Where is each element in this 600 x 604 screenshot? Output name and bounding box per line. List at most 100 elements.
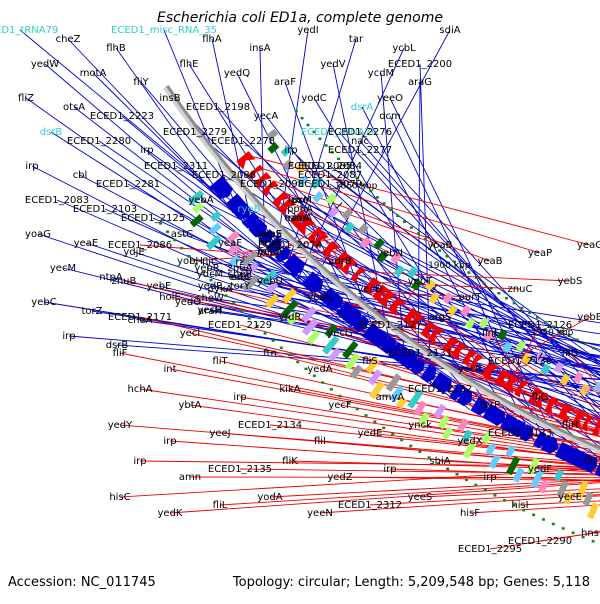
- inner-tick-dot: [482, 282, 485, 285]
- outer-tick-dot: [455, 473, 458, 476]
- inner-tick-dot: [536, 316, 539, 319]
- inner-tick-dot: [445, 255, 448, 258]
- gene-label-znuc: znuC: [508, 284, 533, 295]
- gene-label-flil: fliL: [213, 500, 228, 511]
- gene-label-yeca: yecA: [254, 111, 279, 122]
- gene-label-hisc: hisC: [109, 492, 130, 503]
- gene-label-insa: insA: [249, 43, 270, 54]
- gene-label-eced1-2130: ECED1_2130: [488, 356, 552, 367]
- label-leader-line: [380, 283, 520, 289]
- gene-label-eced1-2200: ECED1_2200: [388, 59, 452, 70]
- gene-label-fliz: fliZ: [18, 93, 34, 104]
- gene-label-dsra: dsrA: [351, 102, 374, 113]
- bp-tick-mark: [337, 203, 343, 209]
- gene-label-flij: fliJ: [584, 456, 596, 467]
- gene-label-yedf: yedF: [528, 464, 552, 475]
- gene-label-eced1-2133: ECED1_2133: [488, 428, 552, 439]
- gene-label-dcm: dcm: [379, 111, 401, 122]
- gene-label-flit: fliT: [212, 356, 228, 367]
- gene-label-hisi: hisI: [511, 500, 528, 511]
- gene-label-kika: kikA: [279, 384, 300, 395]
- outer-tick-dot: [562, 527, 565, 530]
- gene-label-irp: irp: [133, 456, 146, 467]
- gene-label-amya: amyA: [376, 392, 405, 403]
- inner-tick-dot: [295, 110, 298, 113]
- gene-label-sdia: sdiA: [439, 25, 460, 36]
- feature-color-bar: [210, 210, 222, 221]
- gene-label-flid: fliD: [562, 348, 579, 359]
- gene-label-yedx: yedX: [457, 436, 482, 447]
- outer-tick-dot: [330, 388, 333, 391]
- gene-label-araf: araF: [274, 77, 296, 88]
- gene-label-flic: fliC: [202, 257, 218, 268]
- gene-label-eced1-2198: ECED1_2198: [186, 102, 250, 113]
- outer-tick-dot: [272, 339, 275, 342]
- gene-label-ydcm: ydcM: [197, 269, 223, 280]
- feature-color-bar: [485, 443, 496, 456]
- gene-label-chez: cheZ: [56, 34, 81, 45]
- outer-tick-dot: [400, 439, 403, 442]
- gene-label-eced1-2098: ECED1_2098: [240, 179, 304, 190]
- label-leader-line: [140, 389, 600, 507]
- gene-label-yebt: yebT: [408, 276, 433, 287]
- gene-label-yech: yecH: [197, 305, 222, 316]
- gene-label-purt: purT: [459, 292, 483, 303]
- gene-label-irp: irp: [62, 331, 75, 342]
- gene-label-znub: znuB: [112, 276, 137, 287]
- gene-label-fliy: fliY: [133, 77, 149, 88]
- feature-color-bar: [190, 214, 204, 227]
- gene-label-eced1-2171: ECED1_2171: [108, 312, 172, 323]
- feature-color-bar: [583, 491, 594, 506]
- outer-tick-dot: [338, 395, 341, 398]
- inner-tick-dot: [376, 196, 379, 199]
- gene-label-ryea: ryeA: [228, 248, 251, 259]
- gene-label-eced1-2125: ECED1_2125: [121, 213, 185, 224]
- gene-label-irp: irp: [233, 392, 246, 403]
- gene-label-int: int: [163, 364, 176, 375]
- map-title: Escherichia coli ED1a, complete genome: [0, 10, 600, 26]
- gene-label-ftn: ftn: [263, 348, 277, 359]
- gene-label-eced1-2129: ECED1_2129: [208, 320, 272, 331]
- inner-tick-dot: [301, 117, 304, 120]
- gene-label-eced1-2134: ECED1_2134: [238, 420, 302, 431]
- outer-tick-dot: [232, 302, 235, 305]
- outer-tick-dot: [365, 414, 368, 417]
- gene-label-tyrp: tyrP: [480, 400, 500, 411]
- gene-label-yebn: yebN: [377, 248, 403, 259]
- gene-label-eced1-2280: ECED1_2280: [67, 136, 131, 147]
- gene-label-asps: aspS: [258, 229, 282, 240]
- gene-label-cbl: cbl: [73, 170, 88, 181]
- gene-label-shia: shiA: [429, 456, 450, 467]
- gene-label-eced1-trna79: ECED1_tRNA79: [0, 25, 58, 36]
- gene-label-lint: lint: [482, 328, 498, 339]
- gene-label-eced1-2223: ECED1_2223: [90, 111, 154, 122]
- gene-label-eced1-2278: ECED1_2278: [211, 136, 275, 147]
- inner-tick-dot: [490, 287, 493, 290]
- gene-label-yedw: yedW: [31, 59, 59, 70]
- inner-tick-dot: [576, 338, 579, 341]
- gene-label-flif: fliF: [113, 348, 128, 359]
- gene-label-hcha: hchA: [127, 384, 152, 395]
- outer-tick-dot: [264, 332, 267, 335]
- outer-tick-dot: [446, 468, 449, 471]
- gene-label-eced1-2276: ECED1_2276: [328, 127, 392, 138]
- inner-tick-dot: [410, 226, 413, 229]
- outer-tick-dot: [321, 381, 324, 384]
- gene-label-eced1-2135: ECED1_2135: [208, 464, 272, 475]
- gene-label-insb: insB: [159, 93, 180, 104]
- gene-label-yeae: yeaE: [74, 238, 99, 249]
- gene-label-flik: fliK: [282, 456, 298, 467]
- gene-label-eced1-misc-rna-35: ECED1_misc_RNA_35: [111, 25, 217, 36]
- gene-label-yebc: yebC: [31, 297, 56, 308]
- outer-tick-dot: [240, 310, 243, 313]
- outer-tick-dot: [409, 445, 412, 448]
- feature-color-bar: [312, 191, 324, 203]
- gene-label-prc: prc: [292, 195, 308, 206]
- gene-label-dsrb: dsrB: [40, 127, 63, 138]
- gene-label-ynck: ynck: [408, 420, 432, 431]
- inner-tick-dot: [584, 343, 587, 346]
- bp-tick-label: 1900 kbp: [428, 261, 471, 271]
- gene-label-yeci: yecI: [180, 328, 201, 339]
- gene-label-yodc: yodC: [301, 93, 326, 104]
